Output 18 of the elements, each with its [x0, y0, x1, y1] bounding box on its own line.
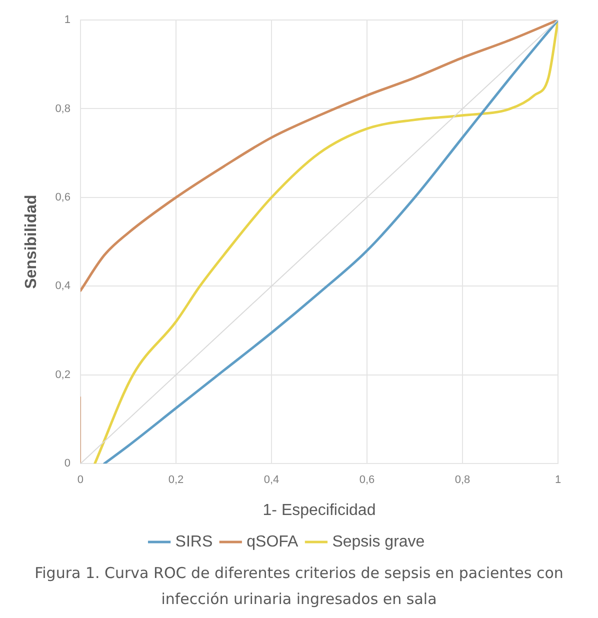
x-tick-label: 0,2	[168, 474, 184, 486]
y-tick-label: 0,4	[55, 280, 70, 292]
x-tick-label: 0,6	[359, 474, 375, 486]
legend-label: qSOFA	[246, 533, 299, 550]
x-tick-label: 0	[77, 474, 84, 486]
y-tick-label: 0	[64, 458, 70, 470]
legend-label: SIRS	[175, 533, 213, 550]
x-axis-title: 1- Especificidad	[262, 502, 376, 519]
y-tick-label: 1	[64, 14, 70, 26]
y-axis-title: Sensibilidad	[23, 194, 40, 289]
y-tick-label: 0,2	[55, 368, 70, 381]
x-tick-label: 0,8	[454, 474, 470, 486]
x-tick-label: 1	[554, 474, 562, 486]
y-tick-label: 0,6	[55, 191, 70, 204]
legend-label: Sepsis grave	[332, 533, 425, 550]
text: Figura 1. Curva ROC de diferentes criterios de sepsis en pacientes con infección urinaria ingresados en sala	[34, 563, 564, 610]
x-tick-label: 0,4	[264, 474, 280, 486]
y-tick-label: 0,8	[55, 102, 70, 115]
